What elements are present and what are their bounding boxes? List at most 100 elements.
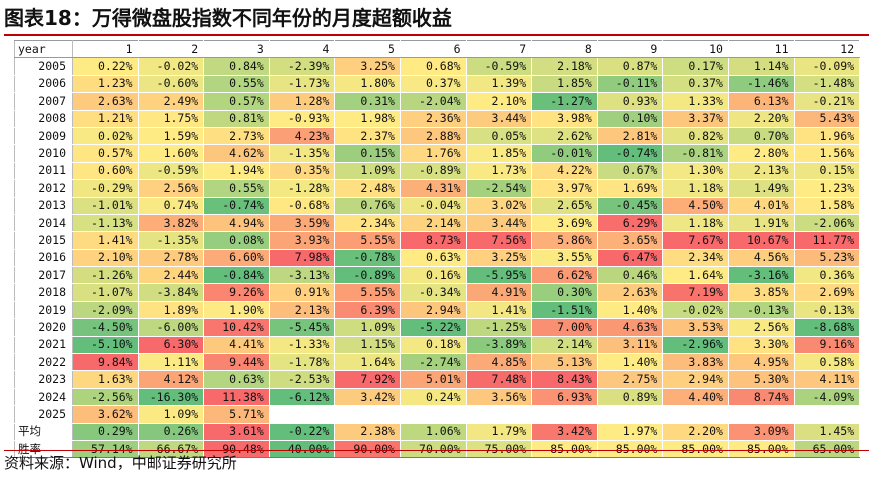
heat-cell: -1.27% [531, 92, 598, 111]
summary-cell: 90.00% [334, 439, 401, 459]
heat-cell: 0.05% [465, 126, 533, 146]
heat-cell: 3.42% [334, 387, 401, 407]
heat-cell: 1.59% [137, 126, 205, 146]
heat-cell: 3.82% [137, 213, 205, 233]
heat-cell: 1.73% [465, 161, 533, 181]
heat-cell: 4.94% [203, 213, 270, 233]
table-row: 2022 9.84% 1.11% 9.44% -1.78% 1.64% -2.74% 4.85… [14, 353, 861, 372]
summary-cell: 57.14% [72, 439, 139, 459]
heat-cell: 10.42% [203, 318, 270, 337]
heat-cell: 1.33% [662, 92, 729, 111]
heat-cell [465, 405, 533, 424]
summary-cell: 66.67% [137, 439, 205, 459]
heat-cell: -1.28% [268, 179, 336, 198]
heat-cell: 2.14% [399, 213, 467, 233]
heat-cell: 0.15% [334, 144, 401, 163]
heat-cell: 3.02% [465, 196, 533, 215]
heat-cell: 2.75% [596, 370, 664, 389]
heat-cell: 4.62% [203, 144, 270, 163]
heat-cell: 1.15% [334, 335, 401, 355]
heat-cell: 1.58% [793, 196, 861, 215]
summary-cell: 85.00% [596, 439, 664, 459]
heat-cell: 3.69% [531, 213, 598, 233]
heat-cell: -4.50% [72, 318, 139, 337]
heat-cell: 4.63% [596, 318, 664, 337]
heat-cell: 0.55% [203, 179, 270, 198]
heat-cell [793, 405, 861, 424]
summary-cell: 40.00% [268, 439, 336, 459]
row-label-2011: 2011 [14, 161, 73, 181]
column-header-4: 4 [268, 39, 336, 59]
heat-cell: -0.09% [793, 57, 861, 76]
heat-cell: 1.09% [137, 405, 205, 424]
heat-cell: 2.94% [399, 300, 467, 320]
heat-cell: 1.98% [334, 109, 401, 128]
heat-cell: 11.38% [203, 387, 270, 407]
heat-cell: 5.23% [793, 248, 861, 268]
heat-cell: 1.94% [203, 161, 270, 181]
summary-cell: 65.00% [793, 439, 861, 459]
heat-cell: 1.21% [72, 109, 139, 128]
row-label-2015: 2015 [14, 231, 73, 250]
heat-cell: 3.44% [465, 213, 533, 233]
column-header-2: 2 [137, 39, 205, 59]
heat-cell: 1.09% [334, 318, 401, 337]
heat-cell [662, 405, 729, 424]
row-label-2022: 2022 [14, 353, 73, 372]
heat-cell: 2.78% [137, 248, 205, 268]
heat-cell: 1.11% [137, 353, 205, 372]
heat-cell [531, 405, 598, 424]
heat-cell: 0.10% [596, 109, 664, 128]
table-row: 2025 3.62% 1.09% 5.71% [14, 405, 861, 424]
page-title: 图表18：万得微盘股指数不同年份的月度超额收益 [4, 6, 452, 30]
heat-cell: 1.90% [203, 300, 270, 320]
row-label-2019: 2019 [14, 300, 73, 320]
heat-cell: 4.91% [465, 283, 533, 302]
heat-cell: 2.94% [662, 370, 729, 389]
heat-cell: 4.50% [662, 196, 729, 215]
heat-cell: 3.30% [727, 335, 795, 355]
heat-cell: 1.60% [137, 144, 205, 163]
heat-cell: 2.56% [727, 318, 795, 337]
heat-cell: 0.36% [793, 266, 861, 285]
heat-cell: 0.81% [203, 109, 270, 128]
heat-cell: 2.13% [727, 161, 795, 181]
column-header-9: 9 [596, 39, 664, 59]
heat-cell: -1.35% [268, 144, 336, 163]
summary-cell: 1.45% [793, 422, 861, 441]
heat-cell: 2.56% [137, 179, 205, 198]
row-label-2023: 2023 [14, 370, 73, 389]
heat-cell: -2.06% [793, 213, 861, 233]
summary-cell: 0.26% [137, 422, 205, 441]
heat-cell: -5.95% [465, 266, 533, 285]
heat-cell: -2.54% [465, 179, 533, 198]
heat-cell: 4.11% [793, 370, 861, 389]
row-label-2017: 2017 [14, 266, 73, 285]
heat-cell: -2.96% [662, 335, 729, 355]
row-label-2016: 2016 [14, 248, 73, 268]
column-header-5: 5 [334, 39, 401, 59]
summary-cell: 0.29% [72, 422, 139, 441]
heat-cell: 0.89% [596, 387, 664, 407]
heat-cell: 2.18% [531, 57, 598, 76]
row-label-2013: 2013 [14, 196, 73, 215]
heat-cell: 0.57% [203, 92, 270, 111]
heat-cell: 2.34% [662, 248, 729, 268]
heat-cell: -5.10% [72, 335, 139, 355]
heat-cell: -0.21% [793, 92, 861, 111]
heat-cell: 5.01% [399, 370, 467, 389]
heat-cell: 1.80% [334, 74, 401, 94]
heatmap-table: year 1 2 3 4 5 6 7 8 9 10 11 12 2005 0.22% -0.02% 0.84% -… [14, 39, 861, 459]
heat-cell [334, 405, 401, 424]
heat-cell: -1.13% [72, 213, 139, 233]
heat-cell: 0.57% [72, 144, 139, 163]
table-row: 2011 0.60% -0.59% 1.94% 0.35% 1.09% -0.89% 1.73… [14, 161, 861, 181]
footer-divider [4, 450, 869, 451]
heat-cell: 3.85% [727, 283, 795, 302]
heat-cell: -0.89% [399, 161, 467, 181]
heat-cell: 2.69% [793, 283, 861, 302]
heat-cell: 4.85% [465, 353, 533, 372]
heat-cell: -0.81% [662, 144, 729, 163]
heat-cell: 9.16% [793, 335, 861, 355]
summary-cell: 90.48% [203, 439, 270, 459]
